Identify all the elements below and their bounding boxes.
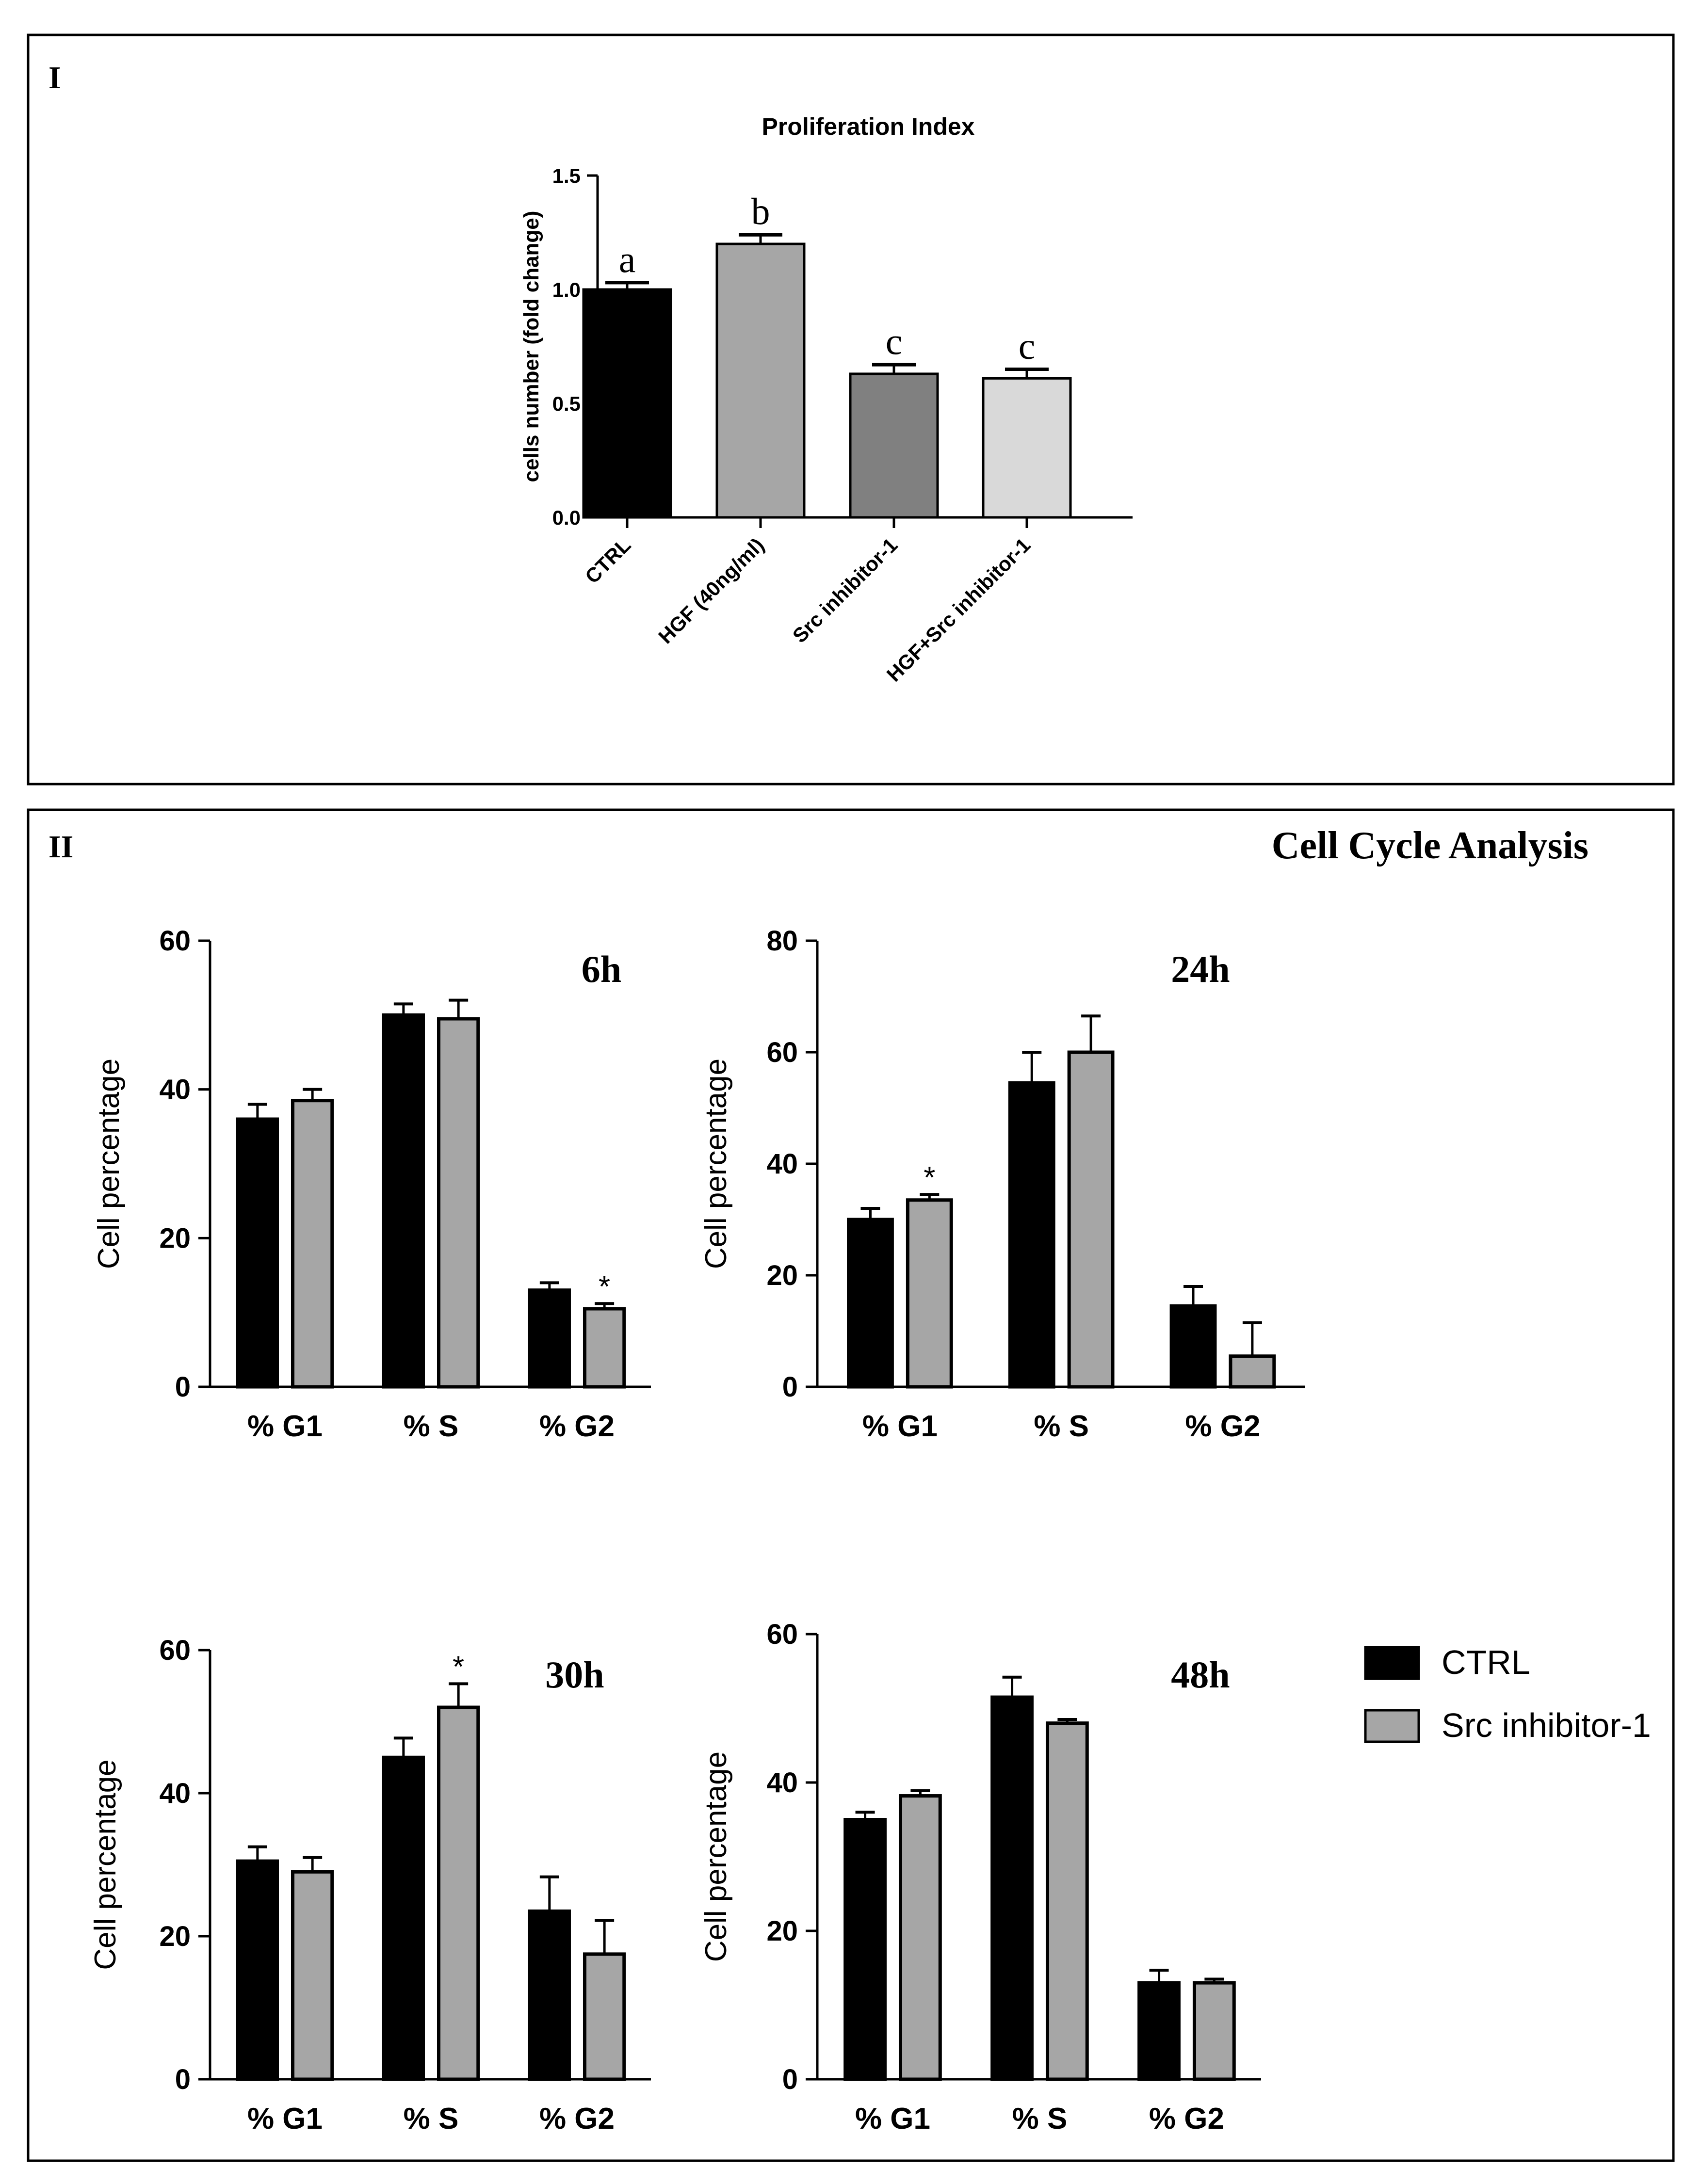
h30-y-tick-label: 20 — [159, 1921, 191, 1952]
h48-x-tick-label: % S — [1012, 2102, 1068, 2136]
prolif-significance-letter: c — [1019, 325, 1036, 367]
h48-bar — [898, 1794, 942, 2081]
h30-bar — [528, 1909, 571, 2081]
h24-significance-marker: * — [924, 1161, 935, 1194]
h30-time-label: 30h — [545, 1654, 604, 1696]
h24-x-tick-label: % G1 — [862, 1410, 938, 1443]
h24-y-tick-label: 0 — [782, 1371, 798, 1403]
h30-bar — [437, 1705, 480, 2081]
h6-y-tick-label: 60 — [159, 925, 191, 957]
legend-swatch-src — [1364, 1709, 1420, 1743]
h48-bar — [1192, 1981, 1236, 2081]
h30-bar — [382, 1755, 425, 2081]
chart-24h: 0 20 40 60 80 Cell percentage 24h * % G1 % S % G2 — [699, 925, 1305, 1443]
h24-y-tick-label: 80 — [766, 925, 798, 957]
h24-y-tick-label: 60 — [766, 1037, 798, 1068]
prolif-bar — [582, 288, 672, 519]
h30-y-label: Cell percentage — [89, 1759, 122, 1970]
prolif-significance-letter: a — [619, 238, 636, 280]
prolif-significance-letter: c — [886, 320, 903, 362]
h24-y-label: Cell percentage — [699, 1059, 733, 1269]
h48-y-tick-label: 40 — [766, 1767, 798, 1799]
h24-bar — [1229, 1354, 1276, 1389]
h6-significance-marker: * — [599, 1270, 610, 1303]
prolif-significance-letter: b — [751, 190, 770, 232]
h30-y-tick-label: 60 — [159, 1635, 191, 1666]
h30-x-tick-label: % G1 — [247, 2102, 323, 2136]
h48-time-label: 48h — [1171, 1654, 1230, 1696]
h6-bar — [236, 1117, 279, 1389]
panel-II-title: Cell Cycle Analysis — [1272, 824, 1589, 867]
h48-y-label: Cell percentage — [699, 1751, 733, 1962]
h30-y-tick-label: 0 — [175, 2064, 191, 2095]
h24-bar — [906, 1198, 953, 1389]
prolif-y-tick-label: 1.5 — [552, 164, 581, 187]
h6-time-label: 6h — [582, 948, 621, 990]
chart-48h: 0 20 40 60 Cell percentage 48h % G1 % S % G2 — [699, 1619, 1261, 2136]
prolif-bar — [849, 372, 939, 519]
h24-x-tick-label: % S — [1034, 1410, 1089, 1443]
prolif-y-tick-label: 1.0 — [552, 278, 581, 301]
h30-x-tick-label: % G2 — [539, 2102, 615, 2136]
h30-bar — [583, 1952, 626, 2081]
h30-bar — [291, 1870, 334, 2081]
h6-x-tick-label: % S — [404, 1410, 459, 1443]
h48-bar — [843, 1818, 887, 2081]
h48-x-tick-label: % G2 — [1149, 2102, 1224, 2136]
h24-bar — [1169, 1304, 1217, 1389]
h48-x-tick-label: % G1 — [855, 2102, 930, 2136]
legend-label-src: Src inhibitor-1 — [1442, 1706, 1651, 1744]
h6-x-tick-label: % G2 — [539, 1410, 615, 1443]
legend: CTRL Src inhibitor-1 — [1364, 1643, 1651, 1744]
h6-bar — [583, 1307, 626, 1389]
h48-bar — [990, 1695, 1034, 2081]
legend-label-ctrl: CTRL — [1442, 1643, 1530, 1681]
prolif-y-tick-label: 0.0 — [552, 506, 581, 529]
h48-y-tick-label: 60 — [766, 1619, 798, 1650]
prolif-y-label: cells number (fold change) — [519, 211, 543, 482]
h6-bar — [437, 1017, 480, 1389]
h6-x-tick-label: % G1 — [247, 1410, 323, 1443]
h24-y-tick-label: 40 — [766, 1148, 798, 1180]
h48-bar — [1137, 1981, 1181, 2081]
h24-time-label: 24h — [1171, 948, 1230, 990]
prolif-bar — [715, 242, 806, 519]
chart-6h: 0 20 40 60 Cell percentage 6h % G1 % S * % G2 — [92, 925, 651, 1443]
h6-y-tick-label: 40 — [159, 1074, 191, 1106]
prolif-bar — [982, 377, 1072, 519]
h24-bar — [1008, 1081, 1055, 1389]
h6-y-label: Cell percentage — [92, 1059, 126, 1269]
h24-bar — [1067, 1050, 1115, 1389]
h24-bar — [847, 1218, 894, 1389]
h30-y-tick-label: 40 — [159, 1778, 191, 1809]
h6-bar — [528, 1288, 571, 1389]
h24-y-tick-label: 20 — [766, 1260, 798, 1291]
prolif-title: Proliferation Index — [762, 113, 975, 140]
h48-bar — [1045, 1721, 1089, 2081]
h48-y-tick-label: 0 — [782, 2064, 798, 2095]
h24-x-tick-label: % G2 — [1185, 1410, 1260, 1443]
legend-swatch-ctrl — [1364, 1646, 1420, 1680]
h30-significance-marker: * — [453, 1650, 464, 1684]
h48-y-tick-label: 20 — [766, 1915, 798, 1947]
h6-bar — [382, 1013, 425, 1389]
prolif-y-tick-label: 0.5 — [552, 392, 581, 415]
panel-I-frame — [27, 33, 1675, 786]
panel-II-frame — [27, 808, 1675, 2162]
h30-bar — [236, 1859, 279, 2081]
h6-y-tick-label: 20 — [159, 1222, 191, 1254]
panel-II-label: II — [49, 829, 73, 865]
h6-bar — [291, 1099, 334, 1389]
h30-x-tick-label: % S — [404, 2102, 459, 2136]
h6-y-tick-label: 0 — [175, 1371, 191, 1403]
chart-30h: 0 20 40 60 Cell percentage 30h % G1 * % S % G2 — [89, 1635, 651, 2136]
panel-I-label: I — [49, 60, 61, 96]
